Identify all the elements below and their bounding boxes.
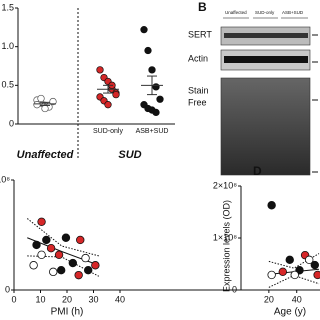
blot-strip xyxy=(220,77,311,176)
x-axis-label: Age (y) xyxy=(274,307,306,318)
data-point xyxy=(313,270,320,280)
data-point xyxy=(49,97,57,106)
data-point xyxy=(37,250,46,259)
data-point xyxy=(54,250,64,259)
y-tick-label: 0 xyxy=(9,118,14,128)
data-point xyxy=(140,26,148,34)
data-point xyxy=(76,235,85,245)
y-tick-label: 1.0 xyxy=(1,41,14,51)
data-point xyxy=(267,270,276,280)
data-point xyxy=(156,95,164,103)
data-point xyxy=(290,270,299,280)
lane-label: ASB+SUD xyxy=(282,10,304,15)
data-point xyxy=(41,104,49,113)
data-point xyxy=(81,253,90,263)
blot-row-label: Free xyxy=(188,97,207,107)
blot-row-label: Actin xyxy=(188,53,208,63)
data-point xyxy=(152,108,160,117)
y-tick-label: 0 xyxy=(232,284,237,294)
data-point xyxy=(37,94,45,103)
y-tick-label: 1.5 xyxy=(1,2,14,12)
data-point xyxy=(96,66,104,74)
x-tick-label: 20 xyxy=(264,294,274,304)
panel-label: B xyxy=(198,0,207,14)
y-tick-label: 1×10⁸ xyxy=(213,232,237,242)
x-tick-label: 10 xyxy=(35,294,45,304)
x-tick-label: 40 xyxy=(292,294,302,304)
x-tick-label: 40 xyxy=(115,294,125,304)
data-point xyxy=(49,267,58,277)
y-tick-label: 2×10⁸ xyxy=(0,174,10,184)
data-point xyxy=(144,46,152,55)
group-label: Unaffected xyxy=(17,149,74,161)
data-point xyxy=(285,255,294,265)
y-axis-label: Expression levels (OD) xyxy=(221,200,231,292)
data-point xyxy=(56,266,66,275)
data-point xyxy=(152,83,160,91)
data-point xyxy=(68,258,78,268)
y-tick-label: 0 xyxy=(5,284,10,294)
data-point xyxy=(148,66,156,74)
data-point xyxy=(42,235,51,245)
data-point xyxy=(305,255,314,265)
data-point xyxy=(91,261,100,270)
panel-label: D xyxy=(253,164,262,178)
data-point xyxy=(37,217,46,226)
blot-row-label: SERT xyxy=(188,29,212,39)
data-point xyxy=(74,270,83,280)
blot-row-label: Stain xyxy=(188,85,209,95)
blot-band xyxy=(224,56,308,63)
data-point xyxy=(32,240,41,250)
x-tick-label: 20 xyxy=(62,294,72,304)
lane-label: SUD-only xyxy=(255,10,275,15)
data-point xyxy=(112,90,120,99)
data-point xyxy=(29,261,38,270)
data-point xyxy=(310,260,320,270)
ci-upper xyxy=(26,218,99,257)
y-tick-label: 0.5 xyxy=(1,80,14,90)
category-label: ASB+SUD xyxy=(136,128,169,135)
lane-label: Unaffected xyxy=(225,10,247,15)
data-point xyxy=(83,266,93,275)
data-point xyxy=(33,101,41,109)
data-point xyxy=(46,243,56,253)
group-label: SUD xyxy=(118,149,141,161)
x-tick-label: 30 xyxy=(88,294,98,304)
data-point xyxy=(104,101,112,109)
blot-band xyxy=(224,33,308,38)
data-point xyxy=(267,201,276,210)
data-point xyxy=(278,267,287,276)
category-label: SUD-only xyxy=(93,128,123,135)
x-tick-label: 0 xyxy=(11,294,16,304)
y-tick-label: 2×10⁸ xyxy=(213,180,237,190)
data-point xyxy=(61,233,71,242)
x-axis-label: PMI (h) xyxy=(51,307,84,318)
